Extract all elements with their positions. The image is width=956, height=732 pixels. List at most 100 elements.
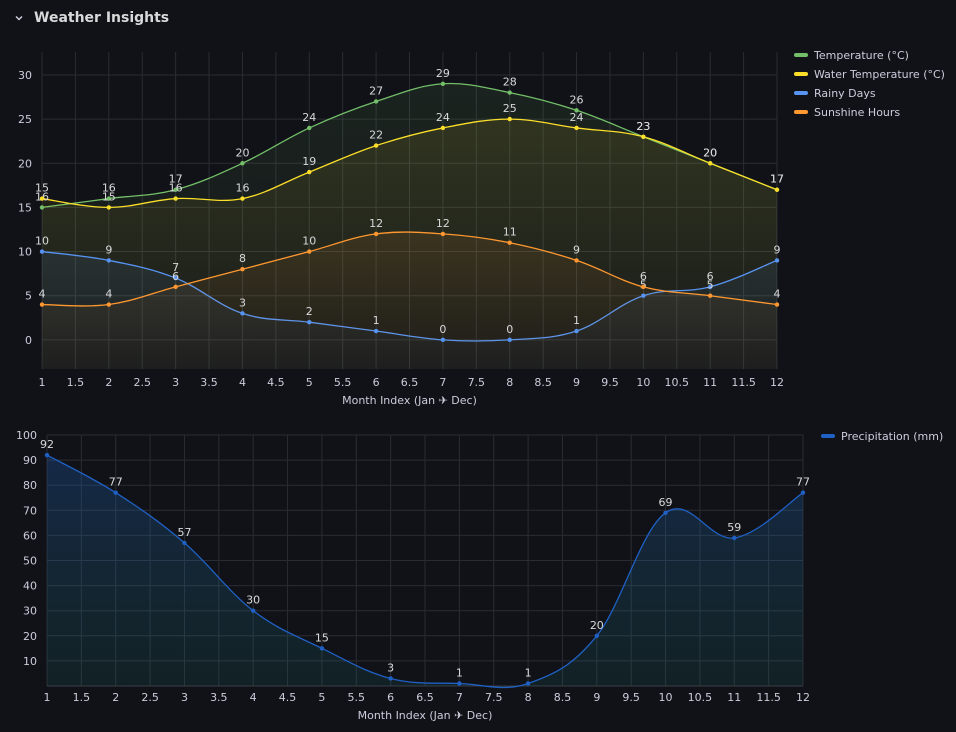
- data-point: [440, 231, 446, 237]
- data-label: 23: [636, 120, 650, 133]
- x-tick-label: 1: [39, 376, 46, 389]
- data-label: 16: [169, 182, 183, 195]
- data-label: 8: [239, 252, 246, 265]
- legend-swatch: [794, 91, 808, 95]
- x-tick-label: 5: [306, 376, 313, 389]
- series-area: [47, 455, 803, 688]
- x-axis-label: Month Index (Jan ✈ Dec): [342, 394, 477, 407]
- x-axis-label: Month Index (Jan ✈ Dec): [358, 709, 493, 722]
- data-point: [113, 490, 118, 495]
- x-tick-label: 5.5: [334, 376, 352, 389]
- data-label: 3: [387, 661, 394, 674]
- data-label: 1: [573, 314, 580, 327]
- x-tick-label: 9.5: [622, 691, 640, 704]
- data-point: [240, 161, 245, 166]
- data-point: [574, 125, 579, 131]
- series-area: [42, 232, 777, 369]
- data-point: [457, 681, 462, 686]
- y-tick-label: 10: [23, 655, 37, 668]
- data-label: 24: [436, 111, 450, 124]
- data-label: 27: [369, 84, 383, 97]
- data-point: [373, 99, 379, 104]
- data-point: [106, 196, 112, 201]
- x-tick-label: 12: [770, 376, 784, 389]
- y-tick-label: 90: [23, 454, 37, 467]
- x-tick-label: 8.5: [554, 691, 572, 704]
- data-point: [641, 293, 646, 298]
- x-tick-label: 4.5: [267, 376, 285, 389]
- x-tick-label: 4.5: [279, 691, 297, 704]
- data-label: 24: [302, 111, 316, 124]
- x-tick-label: 1: [44, 691, 51, 704]
- data-label: 9: [774, 243, 781, 256]
- y-tick-label: 60: [23, 529, 37, 542]
- data-point: [182, 540, 187, 546]
- data-point: [373, 143, 379, 148]
- data-label: 30: [246, 594, 260, 607]
- x-tick-label: 9: [573, 376, 580, 389]
- data-point: [240, 267, 245, 272]
- x-tick-label: 4: [239, 376, 246, 389]
- data-point: [173, 275, 178, 281]
- data-label: 16: [102, 182, 116, 195]
- data-label: 7: [172, 261, 179, 274]
- data-point: [307, 320, 312, 325]
- x-tick-label: 4: [250, 691, 257, 704]
- data-label: 4: [39, 288, 46, 301]
- data-point: [240, 311, 245, 316]
- series-line: [41, 231, 778, 307]
- x-tick-label: 6: [387, 691, 394, 704]
- data-label: 10: [35, 235, 49, 248]
- x-tick-label: 5.5: [348, 691, 366, 704]
- weather-line-chart: 1 1.5 2 2.5 3 3.5 4 4.5 5 5.5 6 6.5 7 7.5 8 8.5 9 9.5 10 10…: [18, 49, 945, 407]
- data-point: [663, 510, 668, 516]
- data-point: [173, 284, 178, 290]
- data-point: [39, 249, 45, 254]
- x-tick-label: 5: [318, 691, 325, 704]
- x-tick-label: 9: [593, 691, 600, 704]
- data-label: 1: [456, 666, 463, 679]
- data-label: 92: [40, 438, 54, 451]
- data-label: 59: [727, 521, 741, 534]
- x-tick-label: 11: [703, 376, 717, 389]
- y-tick-label: 80: [23, 479, 37, 492]
- x-tick-label: 3.5: [200, 376, 218, 389]
- legend-label: Precipitation (mm): [841, 430, 943, 443]
- y-tick-label: 40: [23, 580, 37, 593]
- data-label: 4: [105, 288, 112, 301]
- data-point: [44, 452, 50, 458]
- data-point: [440, 337, 446, 343]
- x-tick-label: 6: [373, 376, 380, 389]
- data-label: 26: [570, 93, 584, 106]
- legend-label: Temperature (°C): [813, 49, 909, 62]
- y-tick-label: 30: [23, 605, 37, 618]
- data-label: 2: [306, 305, 313, 318]
- data-label: 6: [172, 270, 179, 283]
- data-point: [307, 169, 312, 175]
- legend-label: Sunshine Hours: [814, 106, 900, 119]
- section-title: Weather Insights: [34, 10, 170, 26]
- chevron-down-icon[interactable]: [14, 13, 24, 23]
- data-point: [525, 681, 531, 686]
- x-tick-label: 10.5: [688, 691, 713, 704]
- x-tick-label: 2: [105, 376, 112, 389]
- data-point: [574, 328, 579, 334]
- data-point: [574, 258, 579, 263]
- data-point: [39, 196, 45, 201]
- legend: Temperature (°C) Water Temperature (°C) Ra…: [794, 49, 945, 119]
- data-label: 17: [770, 173, 784, 186]
- data-label: 15: [35, 182, 49, 195]
- y-tick-label: 30: [18, 69, 32, 82]
- y-tick-label: 10: [18, 246, 32, 259]
- data-point: [707, 161, 713, 166]
- data-point: [507, 337, 512, 343]
- data-point: [507, 90, 512, 95]
- data-label: 0: [439, 323, 446, 336]
- section-header[interactable]: Weather Insights: [14, 8, 169, 28]
- data-point: [307, 249, 312, 254]
- data-label: 5: [707, 279, 714, 292]
- data-label: 20: [703, 146, 717, 159]
- x-tick-label: 1.5: [73, 691, 91, 704]
- x-tick-label: 8.5: [534, 376, 552, 389]
- data-point: [574, 108, 579, 113]
